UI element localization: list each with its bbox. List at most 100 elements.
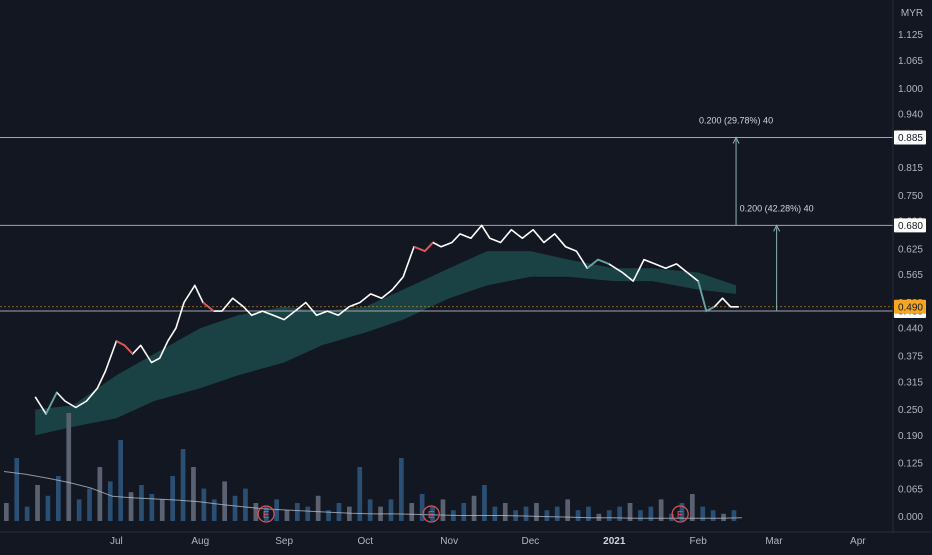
x-tick-label: Aug [191,536,209,547]
volume-bar [544,510,550,521]
horizontal-levels[interactable] [0,137,893,312]
y-tick-label: 0.815 [898,163,923,174]
volume-bar [388,499,394,521]
volume-bar [606,510,612,521]
y-tick-label: 0.625 [898,244,923,255]
x-tick-label: Feb [690,536,708,547]
volume-bar [149,494,155,521]
price-badge: 0.885 [894,130,926,145]
volume-bar [222,481,227,521]
price-badge-label: 0.490 [898,302,923,313]
price-line [34,224,739,415]
volume-bar [263,506,269,521]
volume-bar [274,499,279,521]
volume-bar [565,499,570,521]
volume-bar [419,494,425,521]
earnings-marker[interactable]: E [257,505,275,523]
price-badge-bg [894,218,926,233]
y-tick-label: 0.315 [898,377,923,388]
price-up-segment [115,340,134,355]
volume-pane [3,413,743,521]
volume-bar [45,495,51,521]
volume-bar [118,440,123,521]
volume-bar [347,506,352,521]
y-tick-label: 1.065 [898,56,923,67]
measure-label: 0.200 (29.78%) 40 [699,116,773,126]
volume-bar [211,499,217,521]
volume-bar [586,506,591,521]
volume-bar [627,503,633,521]
volume-bar [315,495,321,521]
volume-bar [56,476,61,521]
y-tick-label: 0.565 [898,270,923,281]
price-up-segment [413,241,434,253]
time-axis[interactable]: Jul Aug Sep Oct Nov Dec 2021 Feb Mar Apr [0,531,932,547]
y-tick-label: 0.750 [898,191,923,202]
volume-bar [170,476,175,521]
volume-bar [575,510,581,521]
volume-bar [4,503,9,521]
earnings-marker-label: E [263,510,270,521]
volume-bar [305,506,311,521]
volume-bar [502,503,508,521]
earnings-marker-label: E [428,510,435,521]
price-axis[interactable]: MYR 1.1251.0651.0000.9400.8800.8150.7500… [892,0,923,532]
volume-bar [336,503,342,521]
volume-bar [554,506,560,521]
currency-label: MYR [901,8,923,19]
volume-bar [430,506,435,521]
volume-bar [201,488,207,521]
volume-bar [638,510,643,521]
y-tick-label: 0.065 [898,484,923,495]
volume-bar [295,503,300,521]
x-tick-label: Oct [358,536,374,547]
x-tick-label: Nov [440,536,458,547]
x-tick-label: Jul [110,536,123,547]
volume-bar [191,467,196,521]
volume-bar [471,495,477,521]
price-down-segment [586,258,610,269]
volume-bar [139,485,144,521]
earnings-marker-circle [671,505,689,523]
y-tick-label: 1.000 [898,84,923,95]
y-tick-label: 0.375 [898,352,923,363]
y-tick-label: 0.940 [898,109,923,120]
volume-bar [24,506,30,521]
price-badge-label: 0.680 [898,221,923,232]
volume-bar [232,495,238,521]
x-tick-label: Mar [765,536,783,547]
earnings-marker[interactable]: E [671,505,689,523]
price-badge: 0.490 [894,299,926,314]
price-badge-bg [894,299,926,314]
volume-bar [253,503,259,521]
ichimoku-cloud [35,251,736,436]
volume-bar [87,488,92,521]
volume-bar [440,499,446,521]
volume-ma-line [3,471,743,519]
measure-label: 0.200 (42.28%) 40 [740,203,814,213]
y-tick-label: 0.250 [898,405,923,416]
x-tick-label: Apr [850,536,866,547]
earnings-marker-circle [257,505,275,523]
measure-arrow-head [773,224,781,232]
volume-bar [700,506,706,521]
y-tick-label: 1.125 [898,30,923,41]
volume-bar [97,467,103,521]
price-down-segment [45,392,58,415]
cloud-area [35,251,736,436]
earnings-marker[interactable]: E [422,505,440,523]
volume-bar [617,506,622,521]
y-tick-label: 0.440 [898,324,923,335]
volume-bar [721,513,726,521]
volume-bar [534,503,539,521]
volume-bar [710,510,716,521]
price-series [34,224,739,415]
volume-bar [492,506,498,521]
price-badge-bg [894,130,926,145]
price-badge-label: 0.885 [898,133,923,144]
volume-bar [76,499,82,521]
measurement-tools[interactable]: 0.200 (29.78%) 40 0.200 (42.28%) 40 [699,116,814,312]
